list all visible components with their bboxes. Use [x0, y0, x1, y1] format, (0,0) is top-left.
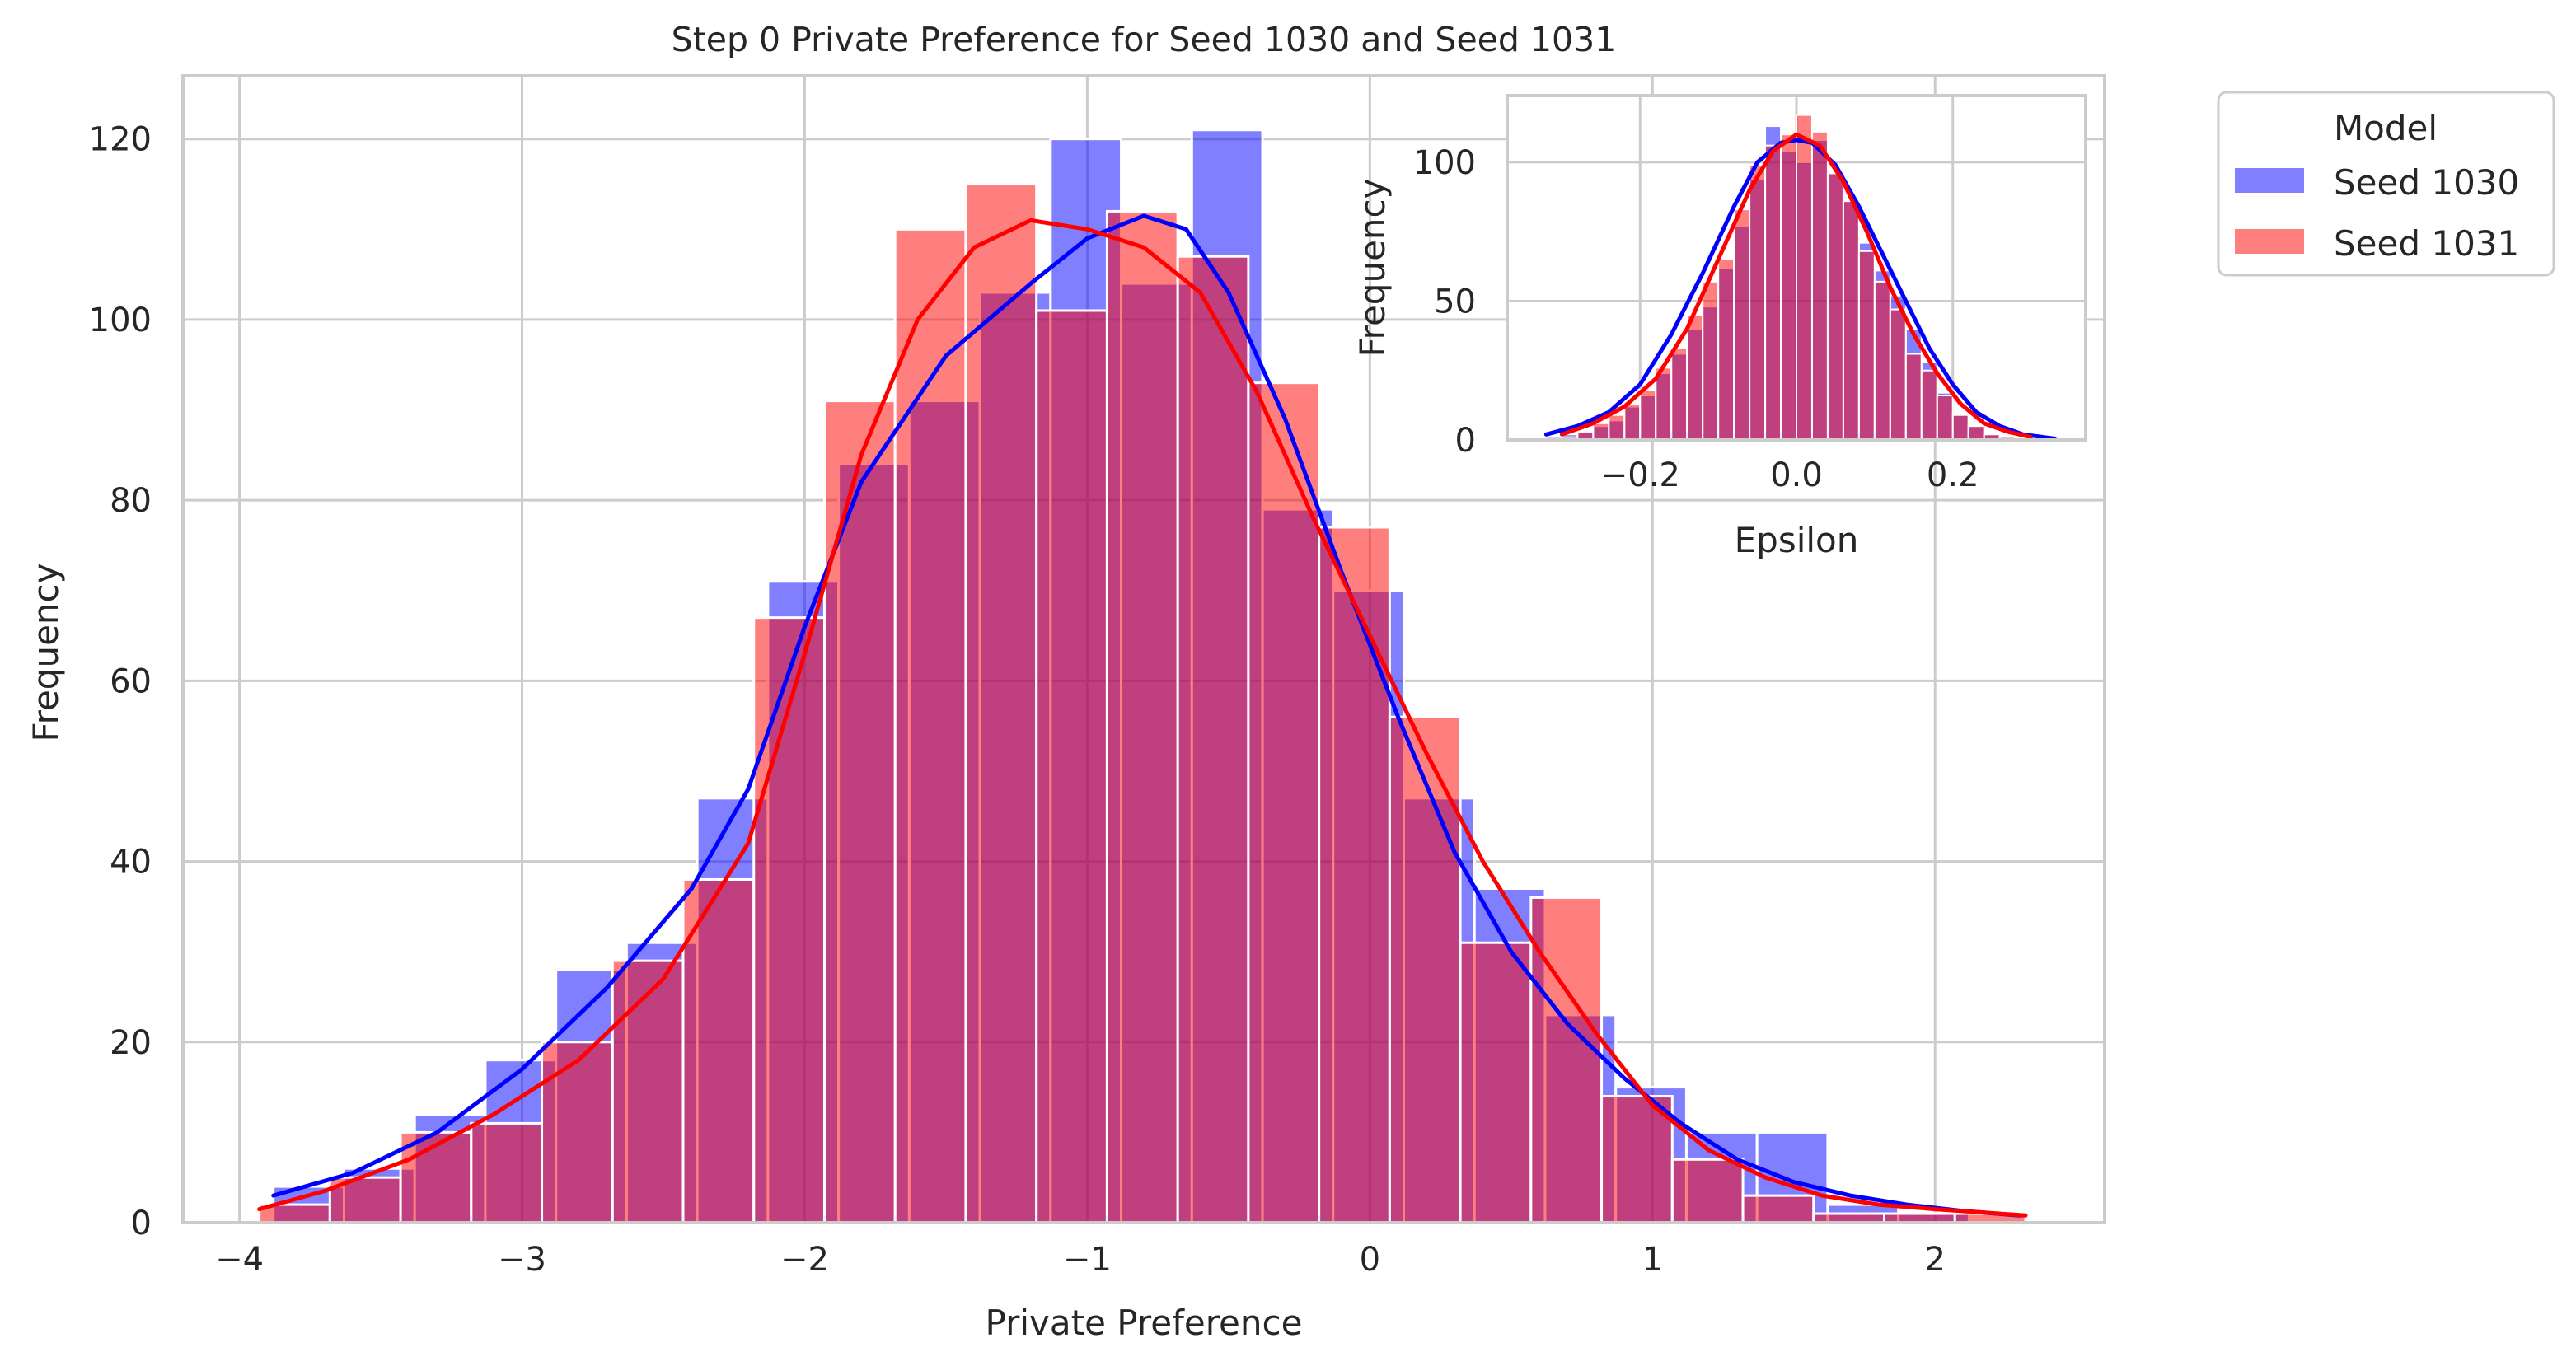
y-tick-label: 20: [110, 1024, 152, 1062]
inset-bar-seed-1031: [1904, 353, 1923, 441]
legend: Model Seed 1030 Seed 1031: [2217, 91, 2555, 277]
legend-swatch-seed-1030: [2235, 168, 2304, 193]
x-tick-label: 0: [1360, 1241, 1380, 1279]
inset-bar-seed-1031: [1857, 250, 1876, 441]
x-tick-label: −1: [1063, 1241, 1112, 1279]
bar-seed-1031: [822, 400, 897, 1224]
inset-kde-lines: [1543, 132, 2057, 441]
bar-seed-1031: [1388, 715, 1462, 1224]
bar-seed-1031: [1670, 1158, 1745, 1224]
inset-x-tick-label: 0.0: [1770, 456, 1823, 494]
inset-bar-seed-1031: [1733, 208, 1751, 441]
inset-bar-seed-1031: [1686, 314, 1704, 441]
inset-y-tick-label: 50: [1434, 283, 1476, 320]
inset-bar-seed-1031: [1842, 200, 1860, 441]
main-bars: [258, 129, 2027, 1224]
inset-y-tick-label: 100: [1413, 144, 1476, 182]
inset-x-tick-label: 0.2: [1927, 456, 1979, 494]
bar-seed-1031: [964, 183, 1038, 1224]
legend-title: Model: [2334, 108, 2438, 148]
inset-bar-seed-1031: [1920, 369, 1938, 441]
x-tick-label: −3: [498, 1241, 546, 1279]
bar-seed-1031: [541, 1041, 614, 1224]
legend-label-seed-1030: Seed 1030: [2334, 162, 2519, 203]
inset-bar-seed-1031: [1670, 347, 1688, 441]
bar-seed-1031: [1741, 1194, 1815, 1224]
inset-kde-line-seed-1031: [1559, 132, 2034, 440]
y-tick-label: 120: [89, 121, 152, 159]
inset-bar-seed-1031: [1796, 114, 1813, 441]
inset-tick-labels: −0.2 0.0 0.2 0 50 100: [1413, 144, 1979, 494]
inset-y-tick-label: 0: [1455, 422, 1476, 460]
inset-bar-seed-1031: [1749, 164, 1767, 441]
inset-bar-seed-1031: [1810, 130, 1829, 442]
inset-bar-seed-1031: [1951, 414, 1969, 441]
inset-x-tick-label: −0.2: [1600, 456, 1680, 494]
bar-seed-1031: [1529, 896, 1604, 1224]
inset-bar-seed-1031: [1623, 403, 1642, 442]
x-tick-label: −2: [780, 1241, 829, 1279]
inset-bar-seed-1031: [1639, 389, 1657, 441]
kde-line-seed-1031: [257, 218, 2028, 1218]
bar-seed-1031: [1035, 309, 1108, 1224]
y-axis-label: Frequency: [26, 564, 66, 742]
bar-seed-1031: [1459, 941, 1533, 1224]
main-plot-frame: [181, 74, 2106, 1224]
y-tick-label: 40: [110, 844, 152, 882]
bar-seed-1031: [1318, 526, 1391, 1224]
inset-plot-frame: [1506, 94, 2087, 442]
y-tick-label: 0: [131, 1205, 152, 1242]
inset-bar-seed-1031: [1873, 280, 1891, 441]
inset-bar-seed-1031: [1889, 308, 1907, 441]
x-axis-label: Private Preference: [986, 1303, 1303, 1343]
y-tick-label: 60: [110, 662, 152, 700]
bar-seed-1031: [1247, 381, 1321, 1224]
inset-bar-seed-1031: [1936, 395, 1954, 441]
inset-bar-seed-1031: [1592, 422, 1610, 441]
inset-bar-seed-1031: [1702, 280, 1720, 441]
kde-line-seed-1030: [271, 213, 2022, 1218]
inset-chart: −0.2 0.0 0.2 0 50 100 Epsilon Frequency: [1352, 94, 2087, 560]
inset-bar-seed-1031: [1717, 258, 1735, 441]
inset-bar-seed-1031: [1608, 414, 1626, 441]
inset-bar-seed-1031: [1764, 144, 1782, 441]
bar-seed-1031: [1176, 255, 1250, 1224]
bar-seed-1031: [1105, 209, 1179, 1224]
main-kde-lines: [257, 213, 2028, 1218]
inset-bar-seed-1031: [1780, 133, 1798, 441]
y-tick-label: 80: [110, 482, 152, 520]
x-tick-label: 2: [1925, 1241, 1946, 1279]
bar-seed-1031: [611, 959, 685, 1224]
x-tick-label: −4: [215, 1241, 264, 1279]
inset-bar-seed-1031: [1967, 425, 1985, 441]
inset-x-axis-label: Epsilon: [1735, 520, 1859, 560]
inset-bar-seed-1031: [1826, 172, 1844, 442]
inset-y-axis-label: Frequency: [1352, 179, 1393, 358]
chart-title: Step 0 Private Preference for Seed 1030 …: [672, 20, 1617, 59]
y-tick-label: 100: [89, 302, 152, 339]
bar-seed-1031: [1600, 1095, 1674, 1224]
bar-seed-1031: [470, 1121, 544, 1224]
legend-label-seed-1031: Seed 1031: [2334, 223, 2519, 264]
x-tick-label: 1: [1642, 1241, 1663, 1279]
legend-swatch-seed-1031: [2235, 229, 2304, 254]
